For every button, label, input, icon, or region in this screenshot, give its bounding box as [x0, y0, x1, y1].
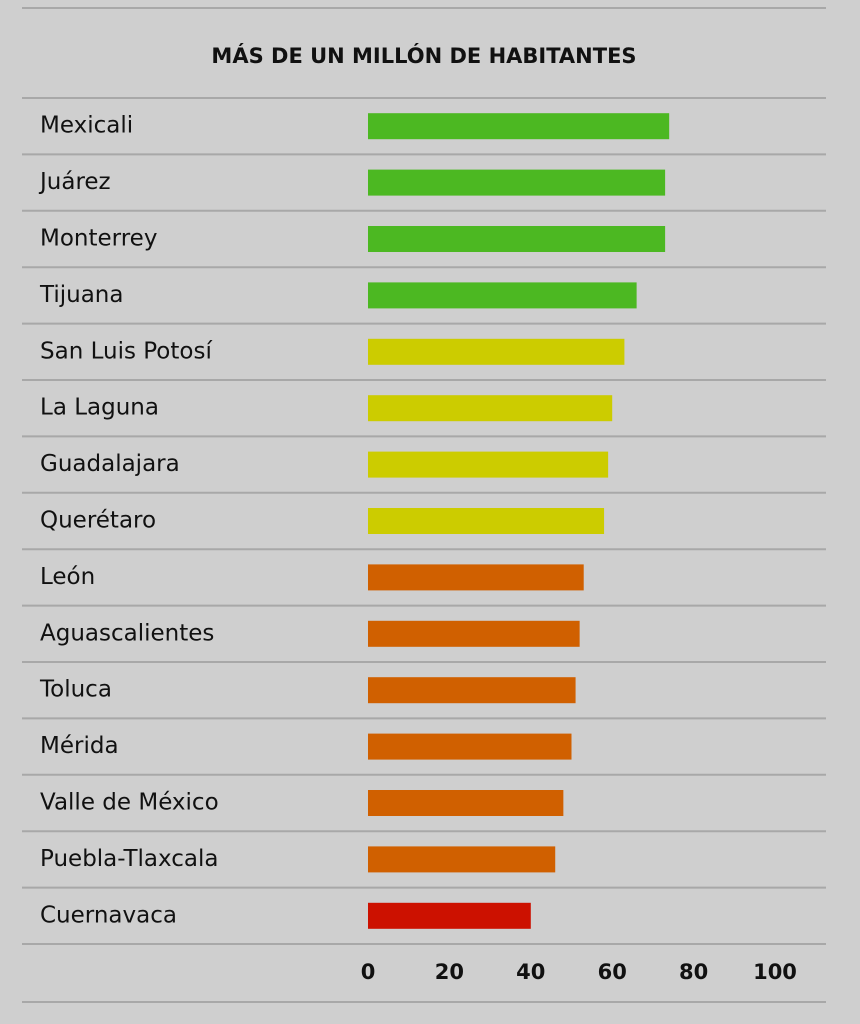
chart-title: MÁS DE UN MILLÓN DE HABITANTES — [211, 43, 636, 68]
y-tick-label: Querétaro — [40, 508, 156, 534]
bar — [368, 451, 609, 478]
y-tick-label: Puebla-Tlaxcala — [40, 846, 218, 872]
x-tick-label: 80 — [679, 960, 708, 984]
y-tick-label: Guadalajara — [40, 451, 180, 477]
x-tick-label: 0 — [361, 960, 376, 984]
bar — [368, 677, 576, 704]
y-tick-label: Toluca — [39, 677, 112, 703]
y-tick-label: Mexicali — [40, 113, 133, 139]
bar — [368, 508, 605, 534]
x-tick-label: 40 — [516, 960, 545, 984]
y-tick-label: Valle de México — [40, 790, 219, 816]
y-tick-label: Monterrey — [40, 226, 157, 252]
bar — [368, 338, 625, 365]
y-tick-label: Tijuana — [39, 282, 123, 308]
bar — [368, 620, 580, 647]
bar — [368, 395, 613, 422]
y-tick-label: Juárez — [38, 169, 111, 195]
y-tick-label: Aguascalientes — [40, 620, 214, 646]
bar — [368, 902, 531, 929]
bar — [368, 282, 637, 309]
y-tick-label: San Luis Potosí — [40, 338, 212, 364]
y-tick-label: León — [40, 564, 95, 590]
bar — [368, 846, 556, 873]
bar — [368, 169, 666, 196]
bar — [368, 226, 666, 252]
x-tick-label: 100 — [753, 960, 797, 984]
bar — [368, 113, 670, 140]
bar — [368, 564, 584, 591]
y-tick-label: La Laguna — [40, 395, 159, 421]
x-tick-label: 20 — [435, 960, 464, 984]
y-tick-label: Cuernavaca — [40, 902, 177, 928]
bar — [368, 790, 564, 816]
x-tick-label: 60 — [598, 960, 627, 984]
bar — [368, 733, 572, 760]
y-tick-label: Mérida — [40, 733, 119, 759]
